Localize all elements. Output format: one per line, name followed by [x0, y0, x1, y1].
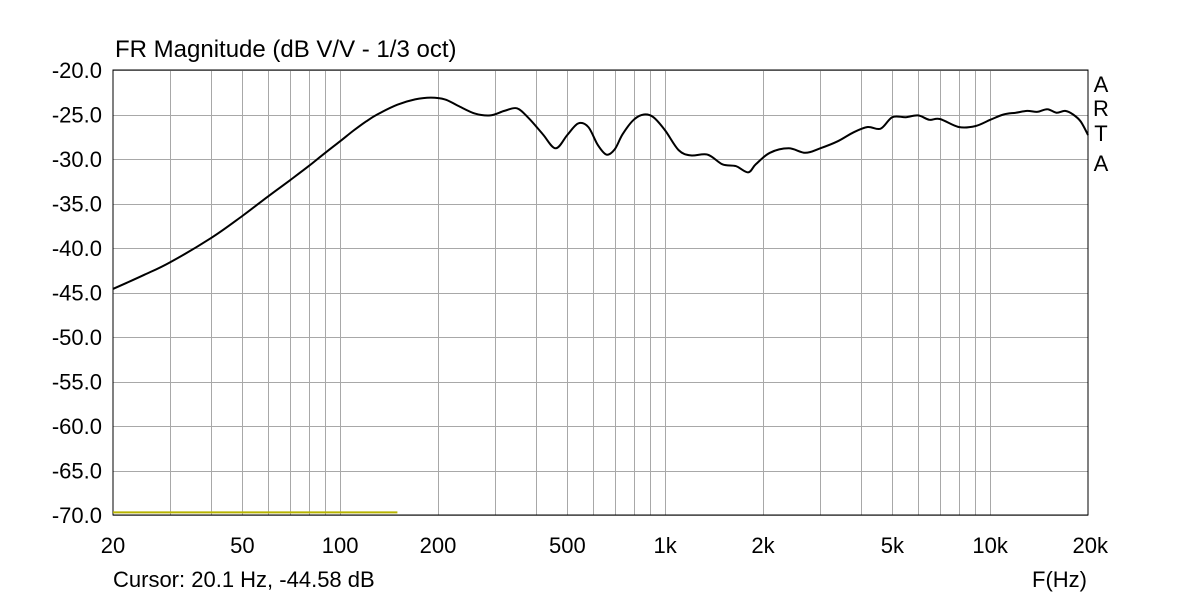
y-tick-label: -30.0: [52, 147, 102, 172]
x-tick-label: 2k: [751, 533, 775, 558]
y-tick-label: -55.0: [52, 370, 102, 395]
x-tick-label: 20k: [1073, 533, 1109, 558]
side-letter: A: [1094, 72, 1109, 97]
y-tick-label: -25.0: [52, 103, 102, 128]
y-tick-label: -65.0: [52, 459, 102, 484]
x-tick-labels: 20 50 100 200 500 1k 2k 5k 10k 20k: [101, 533, 1109, 558]
side-letter: A: [1094, 151, 1109, 176]
y-tick-label: -70.0: [52, 503, 102, 528]
x-tick-label: 100: [322, 533, 359, 558]
x-tick-label: 50: [230, 533, 254, 558]
y-tick-label: -20.0: [52, 58, 102, 83]
y-tick-label: -60.0: [52, 414, 102, 439]
y-tick-label: -35.0: [52, 192, 102, 217]
y-tick-label: -40.0: [52, 236, 102, 261]
y-tick-label: -45.0: [52, 281, 102, 306]
series-line: [112, 96, 1089, 290]
x-tick-label: 5k: [881, 533, 905, 558]
x-tick-label: 1k: [654, 533, 678, 558]
plot-frame: [112, 69, 1089, 516]
x-tick-label: 10k: [972, 533, 1008, 558]
y-tick-labels: -20.0 -25.0 -30.0 -35.0 -40.0 -45.0 -50.0 -55.0…: [52, 58, 102, 528]
series-group: [112, 96, 1089, 290]
x-tick-label: 200: [420, 533, 457, 558]
side-letter: R: [1093, 96, 1109, 121]
grid: [113, 70, 1088, 516]
cursor-readout: Cursor: 20.1 Hz, -44.58 dB: [113, 567, 375, 592]
y-tick-label: -50.0: [52, 325, 102, 350]
x-tick-label: 20: [101, 533, 125, 558]
side-letter: T: [1094, 121, 1107, 146]
x-tick-label: 500: [549, 533, 586, 558]
side-label-arta: A R T A: [1093, 72, 1109, 176]
x-axis-label: F(Hz): [1032, 567, 1087, 592]
chart-title: FR Magnitude (dB V/V - 1/3 oct): [115, 36, 456, 63]
